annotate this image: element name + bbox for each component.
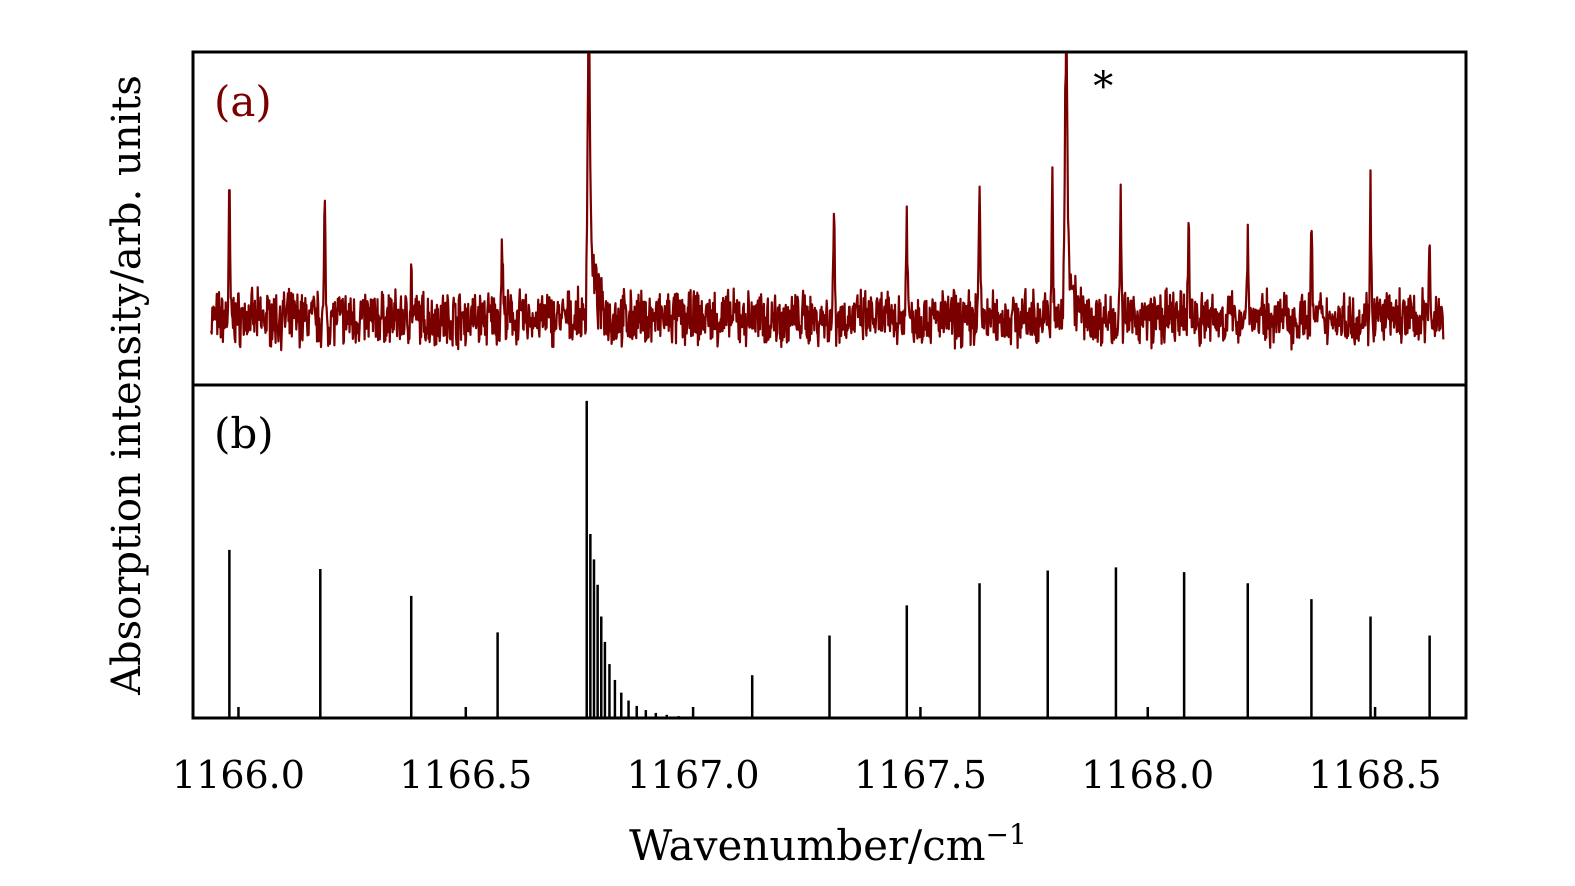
x-axis-ticks [237, 707, 1377, 718]
panel-b-simulated: (b) [191, 383, 1468, 720]
experimental-trace [210, 53, 1445, 352]
x-tick-label: 1166.5 [399, 753, 532, 797]
panel-b-label: (b) [214, 409, 274, 458]
x-tick-label: 1167.5 [854, 753, 987, 797]
panel-a-label: (a) [214, 77, 272, 126]
peak-annotation-star: * [1093, 64, 1113, 110]
x-tick-label: 1166.0 [172, 753, 305, 797]
x-axis-label: Wavenumber/cm−1 [629, 818, 1027, 870]
x-tick-label: 1168.5 [1309, 753, 1442, 797]
x-tick-label: 1168.0 [1081, 753, 1214, 797]
x-tick-label: 1167.0 [627, 753, 760, 797]
y-axis-label: Absorption intensity/arb. units [104, 75, 150, 696]
x-axis-label-superscript: −1 [986, 818, 1027, 851]
x-axis-label-text: Wavenumber/cm [629, 821, 985, 870]
stick-spectrum [228, 400, 1431, 718]
x-axis-tick-labels: 1166.0 1166.5 1167.0 1167.5 1168.0 1168.5 [172, 753, 1442, 797]
panel-a-experimental: (a) * [191, 50, 1468, 387]
